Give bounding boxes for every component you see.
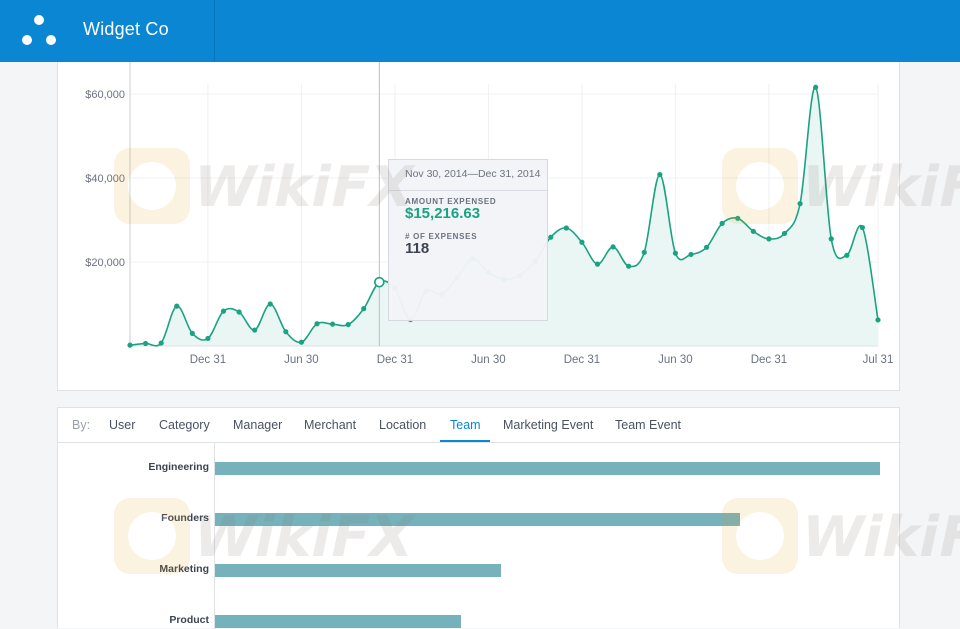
bar-label-marketing: Marketing xyxy=(159,563,209,575)
tooltip-count-label: # OF EXPENSES xyxy=(405,232,478,241)
data-point[interactable] xyxy=(859,224,866,231)
data-point[interactable] xyxy=(797,201,803,207)
top-bar: Widget Co xyxy=(0,0,960,62)
active-tab-indicator xyxy=(440,440,490,442)
y-tick-label: $60,000 xyxy=(85,89,125,101)
tab-category[interactable]: Category xyxy=(159,418,210,432)
data-point[interactable] xyxy=(267,301,273,307)
tab-team-event[interactable]: Team Event xyxy=(615,418,682,432)
expense-area-chart[interactable]: $60,000 $40,000 $20,000 Dec 31 Jun 30 Dec 31 J… xyxy=(58,62,901,391)
data-point[interactable] xyxy=(844,252,850,258)
data-point[interactable] xyxy=(329,321,336,327)
data-point[interactable] xyxy=(189,330,195,336)
data-point-highlighted[interactable] xyxy=(374,276,385,288)
x-tick-label: Jun 30 xyxy=(284,354,319,366)
x-tick-label: Jul 31 xyxy=(863,354,894,366)
breakdown-card: By: User Category Manager Merchant Locat… xyxy=(57,407,901,629)
tab-location[interactable]: Location xyxy=(379,418,427,432)
tooltip-date-range: Nov 30, 2014—Dec 31, 2014 xyxy=(389,160,547,191)
bar-product[interactable] xyxy=(215,615,462,628)
chart-tooltip: Nov 30, 2014—Dec 31, 2014 AMOUNT EXPENSE… xyxy=(388,159,548,321)
x-tick-label: Dec 31 xyxy=(190,354,226,366)
data-point[interactable] xyxy=(298,339,305,345)
y-tick-label: $40,000 xyxy=(85,173,125,185)
tab-marketing-event[interactable]: Marketing Event xyxy=(503,418,594,432)
x-tick-label: Jun 30 xyxy=(658,354,693,366)
tab-user[interactable]: User xyxy=(109,418,136,432)
bar-label-founders: Founders xyxy=(161,512,209,524)
tab-manager[interactable]: Manager xyxy=(233,418,283,432)
data-point[interactable] xyxy=(735,215,741,221)
data-point[interactable] xyxy=(828,236,834,242)
area-fill xyxy=(130,87,878,346)
data-point[interactable] xyxy=(314,321,320,327)
data-point[interactable] xyxy=(657,172,663,178)
x-tick-label: Dec 31 xyxy=(377,354,413,366)
data-point[interactable] xyxy=(688,251,694,258)
by-label: By: xyxy=(72,418,91,432)
bar-label-product: Product xyxy=(169,614,209,626)
logo-icon[interactable] xyxy=(18,14,60,48)
data-point[interactable] xyxy=(594,261,601,267)
tooltip-count-value: 118 xyxy=(405,240,430,257)
data-point[interactable] xyxy=(563,225,569,231)
data-point[interactable] xyxy=(641,249,647,255)
y-tick-label: $20,000 xyxy=(85,257,125,269)
bar-chart-axis xyxy=(214,443,215,629)
tooltip-amount-value: $15,216.63 xyxy=(405,205,481,222)
tooltip-amount-label: AMOUNT EXPENSED xyxy=(405,197,497,206)
data-point[interactable] xyxy=(361,306,367,312)
data-point[interactable] xyxy=(875,317,881,323)
bar-marketing[interactable] xyxy=(215,564,501,577)
data-point[interactable] xyxy=(158,340,164,346)
data-point[interactable] xyxy=(579,239,585,245)
data-point[interactable] xyxy=(142,340,149,347)
data-point[interactable] xyxy=(813,84,819,90)
data-point[interactable] xyxy=(626,263,632,269)
data-point[interactable] xyxy=(205,335,211,342)
data-point[interactable] xyxy=(220,308,227,314)
bar-founders[interactable] xyxy=(215,513,741,526)
bar-label-engineering: Engineering xyxy=(148,461,209,473)
company-name[interactable]: Widget Co xyxy=(83,19,169,39)
data-point[interactable] xyxy=(174,303,180,309)
tab-merchant[interactable]: Merchant xyxy=(304,418,357,432)
data-point[interactable] xyxy=(252,327,258,333)
bar-engineering[interactable] xyxy=(215,462,880,475)
x-tick-label: Dec 31 xyxy=(564,354,600,366)
data-point[interactable] xyxy=(781,230,788,237)
x-tick-label: Dec 31 xyxy=(751,354,787,366)
data-point[interactable] xyxy=(703,244,710,250)
data-point[interactable] xyxy=(766,236,772,242)
data-point[interactable] xyxy=(283,329,289,335)
x-tick-label: Jun 30 xyxy=(471,354,506,366)
data-point[interactable] xyxy=(548,234,554,240)
data-point[interactable] xyxy=(127,342,133,348)
expense-chart-card: $60,000 $40,000 $20,000 Dec 31 Jun 30 Dec 31 J… xyxy=(57,62,900,391)
top-bar-divider xyxy=(214,0,215,62)
data-point[interactable] xyxy=(610,244,616,250)
breakdown-tabs: By: User Category Manager Merchant Locat… xyxy=(58,408,901,443)
data-point[interactable] xyxy=(345,321,351,328)
data-point[interactable] xyxy=(236,309,242,315)
data-point[interactable] xyxy=(750,228,756,234)
data-point[interactable] xyxy=(719,220,725,226)
data-point[interactable] xyxy=(672,250,679,256)
tab-team[interactable]: Team xyxy=(450,418,481,432)
